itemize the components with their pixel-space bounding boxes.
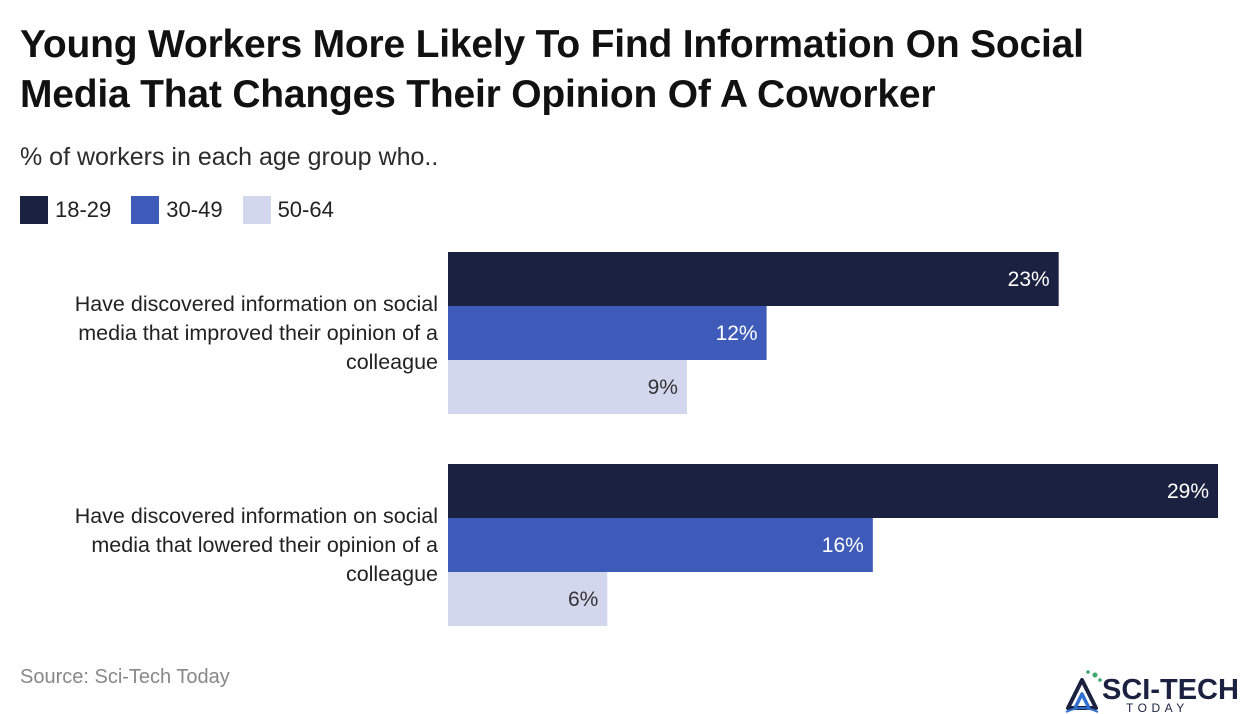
legend-label-18-29: 18-29 — [55, 197, 112, 222]
category-label-1-line-3: colleague — [346, 350, 438, 374]
bar-50-64-category-1 — [448, 360, 687, 414]
value-label-50-64-category-2: 6% — [568, 588, 598, 611]
bar-18-29-category-1 — [448, 252, 1059, 306]
chart-legend: 18-29 30-49 50-64 — [20, 196, 334, 224]
logo-subtext: TODAY — [1126, 701, 1189, 714]
legend-swatch-30-49 — [131, 196, 160, 224]
chart-subtitle: % of workers in each age group who.. — [20, 143, 439, 171]
source-note: Source: Sci-Tech Today — [20, 666, 230, 688]
legend-item-30-49: 30-49 — [131, 196, 223, 224]
bar-30-49-category-1 — [448, 306, 767, 360]
logo-text: SCI-TECH — [1102, 674, 1239, 706]
bar-30-49-category-2 — [448, 518, 873, 572]
value-label-18-29-category-1: 23% — [1008, 268, 1050, 291]
category-label-1-line-2: media that improved their opinion of a — [78, 321, 438, 345]
value-label-30-49-category-1: 12% — [716, 322, 758, 345]
logo-mark-icon — [1065, 670, 1102, 713]
category-label-2-line-2: media that lowered their opinion of a — [91, 533, 438, 557]
legend-label-30-49: 30-49 — [166, 197, 223, 222]
bar-50-64-category-2 — [448, 572, 608, 626]
legend-swatch-18-29 — [20, 196, 48, 224]
category-label-2-line-1: Have discovered information on social — [75, 504, 438, 528]
category-label-1-line-1: Have discovered information on social — [75, 292, 438, 316]
legend-item-18-29: 18-29 — [20, 196, 111, 224]
sci-tech-today-logo: SCI-TECH TODAY — [1065, 670, 1239, 714]
legend-label-50-64: 50-64 — [277, 197, 334, 222]
legend-item-50-64: 50-64 — [242, 196, 334, 224]
value-label-30-49-category-2: 16% — [822, 534, 864, 557]
chart-title: Young Workers More Likely To Find Inform… — [20, 23, 1084, 116]
bar-18-29-category-2 — [448, 464, 1218, 518]
category-label-2-line-3: colleague — [346, 562, 438, 586]
value-label-18-29-category-2: 29% — [1167, 480, 1209, 503]
value-label-50-64-category-1: 9% — [648, 376, 678, 399]
legend-swatch-50-64 — [242, 196, 271, 224]
